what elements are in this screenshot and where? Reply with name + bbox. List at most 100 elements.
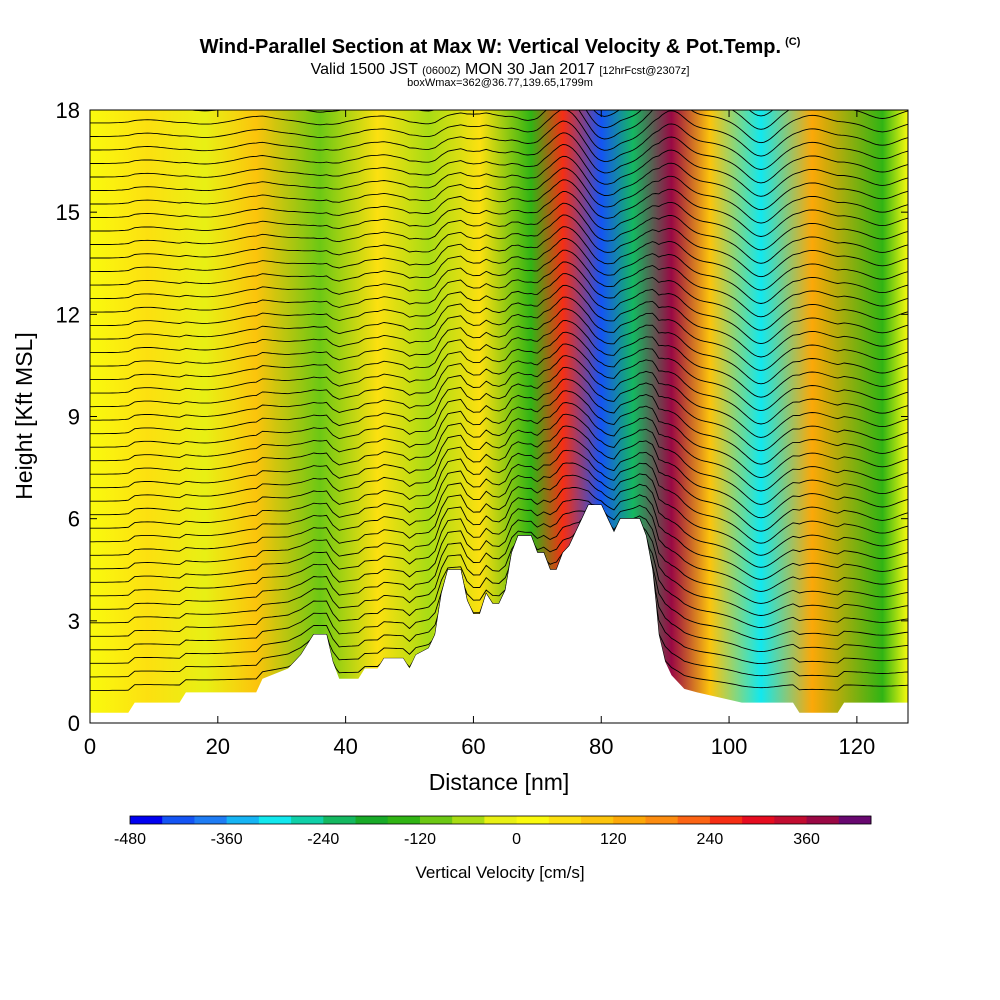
isentrope bbox=[90, 320, 908, 398]
y-tick-label: 12 bbox=[56, 302, 80, 327]
colorbar-title: Vertical Velocity [cm/s] bbox=[415, 863, 585, 882]
y-tick-label: 0 bbox=[68, 711, 80, 736]
colorbar-swatch bbox=[613, 816, 646, 824]
y-tick-label: 9 bbox=[68, 405, 80, 430]
isentrope bbox=[90, 202, 908, 264]
isentrope bbox=[90, 308, 908, 385]
colorbar-swatch bbox=[194, 816, 228, 824]
colorbar-tick-label: -120 bbox=[404, 831, 436, 848]
isentrope bbox=[90, 179, 908, 237]
y-axis-title: Height [Kft MSL] bbox=[11, 332, 37, 499]
valid-time-line: Valid 1500 JST (0600Z) MON 30 Jan 2017 [… bbox=[0, 61, 1000, 79]
x-tick-label: 40 bbox=[333, 734, 357, 759]
colorbar-swatch bbox=[484, 816, 518, 824]
colorbar-swatch bbox=[355, 816, 389, 824]
colorbar-swatch bbox=[516, 816, 550, 824]
isentrope bbox=[90, 191, 908, 251]
y-axis: 0 3 6 9 12 15 18 bbox=[56, 98, 908, 736]
isentrope bbox=[90, 238, 908, 304]
isentrope bbox=[90, 498, 908, 592]
isentrope bbox=[90, 132, 908, 184]
x-tick-label: 80 bbox=[589, 734, 613, 759]
colorbar-swatch bbox=[387, 816, 421, 824]
colorbar-tick-label: -360 bbox=[211, 831, 243, 848]
isentrope bbox=[90, 487, 908, 580]
isentrope bbox=[90, 120, 908, 170]
isentrope bbox=[90, 402, 908, 492]
isentrope bbox=[90, 249, 908, 318]
colorbar-swatch bbox=[742, 816, 775, 824]
colorbar-tick-label: 240 bbox=[697, 831, 724, 848]
colorbar-swatch bbox=[548, 816, 582, 824]
isentrope bbox=[187, 110, 908, 130]
colorbar-swatch bbox=[838, 816, 872, 824]
isentrope bbox=[90, 110, 908, 157]
colorbar-labels: -480 -360 -240 -120 0 120 240 360 bbox=[114, 831, 820, 848]
isentrope bbox=[90, 296, 908, 371]
isentrope bbox=[90, 504, 908, 604]
potential-temperature-contours bbox=[90, 110, 908, 691]
colorbar-tick-label: 0 bbox=[512, 831, 521, 848]
isentrope bbox=[90, 437, 908, 532]
x-tick-label: 60 bbox=[461, 734, 485, 759]
x-tick-label: 0 bbox=[84, 734, 96, 759]
colorbar-swatch bbox=[323, 816, 356, 824]
valid-date: MON 30 Jan 2017 bbox=[465, 61, 595, 78]
isentrope bbox=[90, 504, 908, 653]
isentrope bbox=[90, 144, 908, 197]
isentrope bbox=[90, 366, 908, 452]
colorbar-tick-label: 120 bbox=[600, 831, 627, 848]
colorbar-tick-label: -480 bbox=[114, 831, 146, 848]
colorbar-swatch bbox=[291, 816, 324, 824]
isentrope bbox=[90, 390, 908, 479]
isentrope bbox=[90, 261, 908, 331]
isentrope bbox=[90, 273, 908, 345]
y-tick-label: 18 bbox=[56, 98, 80, 123]
colorbar-swatch bbox=[774, 816, 807, 824]
isentrope bbox=[90, 155, 908, 211]
isentrope bbox=[90, 167, 908, 224]
boxwmax-info: boxWmax=362@36.77,139.65,1799m bbox=[407, 77, 593, 89]
forecast-info: [12hrFcst@2307z] bbox=[599, 65, 690, 77]
x-tick-label: 100 bbox=[711, 734, 748, 759]
isentrope bbox=[90, 413, 908, 505]
isentrope bbox=[90, 214, 908, 278]
isentrope bbox=[90, 343, 908, 425]
colorbar-swatch bbox=[709, 816, 743, 824]
isentrope bbox=[90, 331, 908, 412]
colorbar-swatch bbox=[452, 816, 485, 824]
isentrope bbox=[90, 425, 908, 519]
colorbar-swatch bbox=[419, 816, 453, 824]
isentrope bbox=[90, 462, 908, 556]
colorbar-swatch bbox=[226, 816, 260, 824]
y-tick-label: 6 bbox=[68, 507, 80, 532]
colorbar-swatches bbox=[129, 815, 872, 825]
isentrope bbox=[90, 378, 908, 465]
isentrope bbox=[90, 474, 908, 568]
isentrope bbox=[90, 226, 908, 291]
isentrope bbox=[90, 504, 908, 628]
valid-z: (0600Z) bbox=[422, 65, 461, 77]
chart-title-text: Wind-Parallel Section at Max W: Vertical… bbox=[199, 36, 782, 58]
colorbar-swatch bbox=[645, 816, 679, 824]
x-axis-title: Distance [nm] bbox=[429, 769, 570, 795]
colorbar-tick-label: -240 bbox=[307, 831, 339, 848]
isentrope bbox=[90, 504, 908, 640]
isentrope bbox=[90, 504, 908, 616]
isentrope bbox=[90, 355, 908, 438]
x-tick-label: 120 bbox=[839, 734, 876, 759]
colorbar-swatch bbox=[677, 816, 711, 824]
x-tick-label: 20 bbox=[206, 734, 230, 759]
isentrope bbox=[593, 110, 774, 117]
colorbar-swatch bbox=[258, 816, 292, 824]
colorbar-swatch bbox=[581, 816, 614, 824]
x-axis: 0 20 40 60 80 100 120 bbox=[84, 110, 875, 759]
isentrope bbox=[90, 284, 908, 358]
colorbar-frame bbox=[129, 815, 872, 825]
y-tick-label: 3 bbox=[68, 609, 80, 634]
title-unit-mark: (C) bbox=[785, 36, 801, 48]
colorbar-tick-label: 360 bbox=[793, 831, 820, 848]
y-tick-label: 15 bbox=[56, 200, 80, 225]
colorbar-swatch bbox=[162, 816, 195, 824]
